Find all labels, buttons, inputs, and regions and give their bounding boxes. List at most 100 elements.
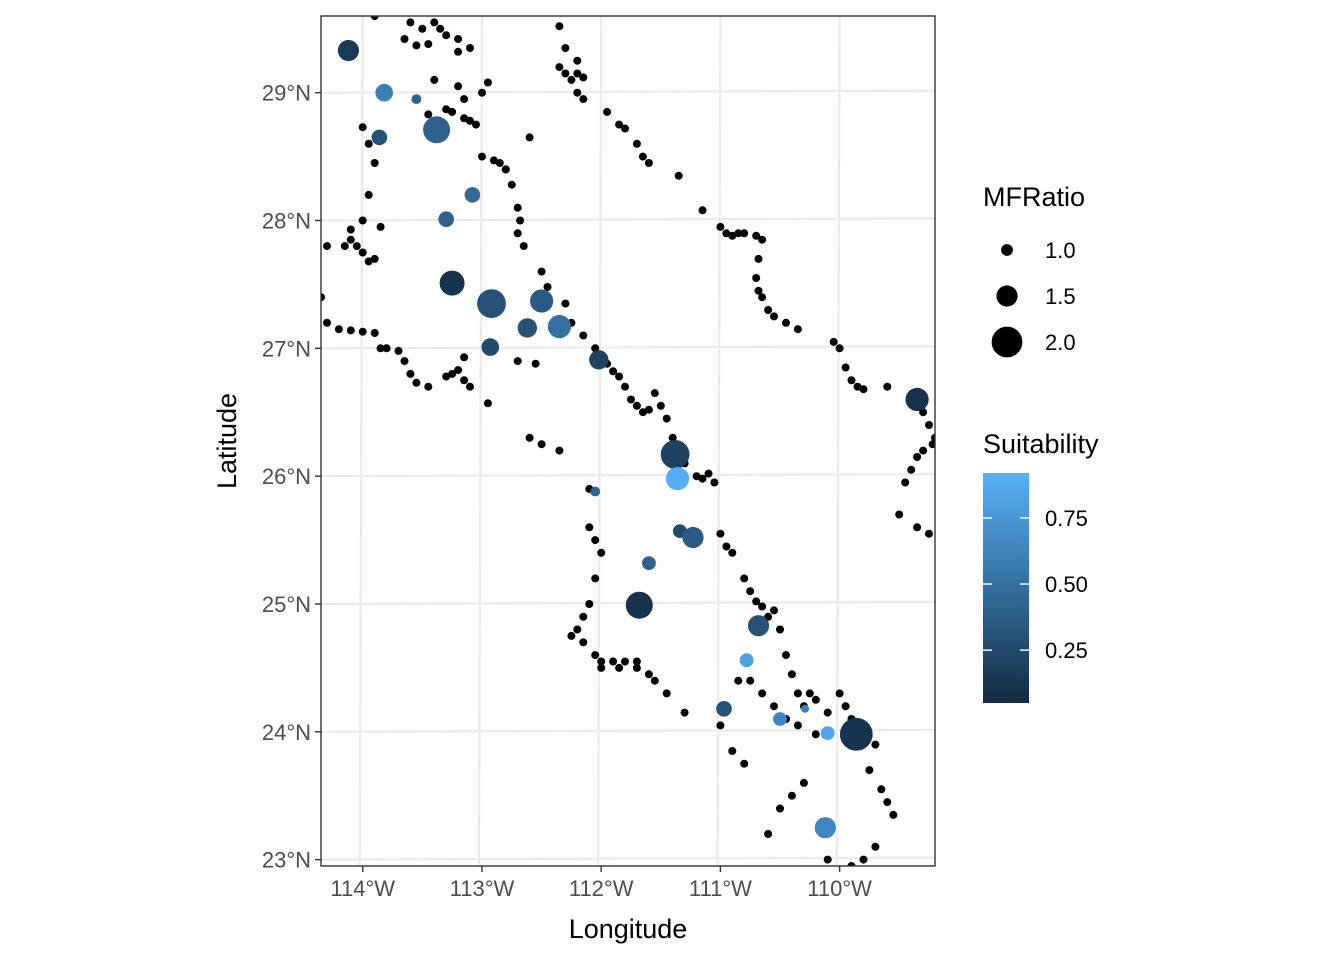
background-point [466,116,474,125]
background-point [901,478,910,487]
background-point [430,75,439,84]
background-point [346,235,355,244]
x-tick-label: 114°W [330,876,395,901]
x-tick-label: 110°W [807,876,872,901]
background-point [704,469,713,478]
background-point [853,382,862,391]
background-point [591,651,600,660]
suitability-point [464,187,481,203]
suitability-point [547,315,572,339]
background-point [364,139,373,148]
background-point [466,44,474,52]
background-point [770,606,778,615]
background-point [859,855,868,864]
background-point [478,152,486,161]
background-point [847,862,856,866]
background-point [537,440,546,449]
background-point [364,257,373,266]
background-point [358,216,367,225]
background-point [516,216,525,225]
background-point [597,657,606,666]
suitability-point [375,83,394,102]
background-point [525,133,534,142]
background-point [746,587,755,596]
legend-suitability-title: Suitability [983,429,1099,459]
background-point [525,433,534,442]
background-point [358,248,367,257]
background-point [871,740,880,749]
background-point [734,229,743,238]
y-tick-label: 23°N [262,848,311,873]
background-point [793,721,802,730]
grid-x-4 [835,15,841,867]
grid-x-0 [358,15,364,867]
background-point [919,446,928,455]
background-point [650,676,659,685]
background-point [883,382,892,391]
background-point [519,242,528,251]
suitability-point [423,116,451,144]
y-tick-label: 29°N [262,81,311,106]
background-point [543,283,552,291]
suitability-point [905,387,929,412]
background-point [376,344,385,353]
background-point [621,657,629,666]
background-point [579,73,588,82]
suitability-points [337,39,929,839]
suitability-point [481,338,500,356]
background-point [829,337,838,346]
background-point [913,523,922,532]
background-point [513,357,522,366]
background-point [764,830,773,838]
background-point [400,357,409,366]
background-point [644,159,653,167]
background-point [406,369,415,378]
suitability-point [773,712,787,726]
background-point [754,254,763,263]
background-point [841,702,850,711]
suitability-point [337,39,359,62]
suitability-point [660,440,690,469]
background-point [418,24,427,33]
suitability-point [411,94,422,104]
background-point [376,222,385,231]
background-point [621,124,629,133]
background-point [615,663,624,672]
suitability-point [820,726,835,740]
background-point [913,453,922,461]
y-tick-label: 24°N [262,720,311,745]
background-point [632,401,641,410]
background-point [728,747,737,755]
background-point [424,382,433,391]
background-point [823,855,832,864]
background-point [358,123,367,132]
background-point [495,159,504,167]
background-point [448,107,457,116]
grid-y-6 [320,89,936,94]
background-point [483,399,492,408]
background-point [567,631,576,640]
background-point [370,159,379,167]
x-tick-label: 113°W [450,876,515,901]
background-point [513,203,522,212]
background-point [585,600,594,608]
background-point [358,327,367,336]
background-point [847,376,856,385]
background-point [430,18,439,27]
background-point [424,110,433,119]
legend-mfratio-title: MFRatio [983,182,1085,212]
background-point [865,766,874,775]
background-point [716,721,725,730]
legend-suitability-label: 0.75 [1045,506,1088,531]
background-point [668,433,677,442]
panel-border [320,15,936,867]
background-point [758,689,767,698]
suitability-point [747,615,770,637]
background-point [644,670,653,679]
background-point [478,88,486,97]
suitability-point [814,817,836,839]
background-point [555,22,564,31]
background-point [662,414,671,423]
background-point [895,510,904,519]
background-point [770,702,778,711]
